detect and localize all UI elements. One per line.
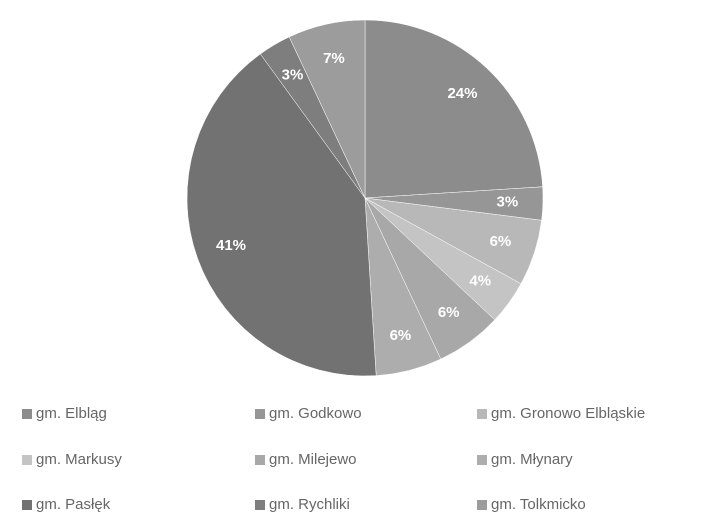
slice-label: 3% [496,193,518,210]
legend-label: gm. Elbląg [36,405,107,422]
legend-label: gm. Pasłęk [36,496,111,512]
legend-swatch [255,455,265,465]
legend-label: gm. Markusy [36,451,122,468]
legend-label: gm. Rychliki [269,496,350,512]
legend-label: gm. Młynary [491,451,573,468]
legend-swatch [22,500,32,510]
slice-label: 24% [447,85,477,102]
legend-swatch [477,455,487,465]
legend-label: gm. Milejewo [269,451,357,468]
pie-slice [186,53,377,377]
slice-label: 41% [216,237,246,254]
slice-label: 6% [390,327,412,344]
pie-slice [364,19,543,199]
slice-label: 6% [438,304,460,321]
legend-label: gm. Gronowo Elbląskie [491,405,645,422]
legend-label: gm. Godkowo [269,405,362,422]
slice-label: 3% [282,66,304,83]
legend-swatch [255,409,265,419]
legend-swatch [477,500,487,510]
pie-slice [288,19,366,199]
legend-swatch [22,409,32,419]
slice-label: 4% [469,273,491,290]
legend-swatch [255,500,265,510]
legend-swatch [477,409,487,419]
slice-label: 7% [323,50,345,67]
legend-swatch [22,455,32,465]
slice-label: 6% [490,233,512,250]
legend-label: gm. Tolkmicko [491,496,586,512]
